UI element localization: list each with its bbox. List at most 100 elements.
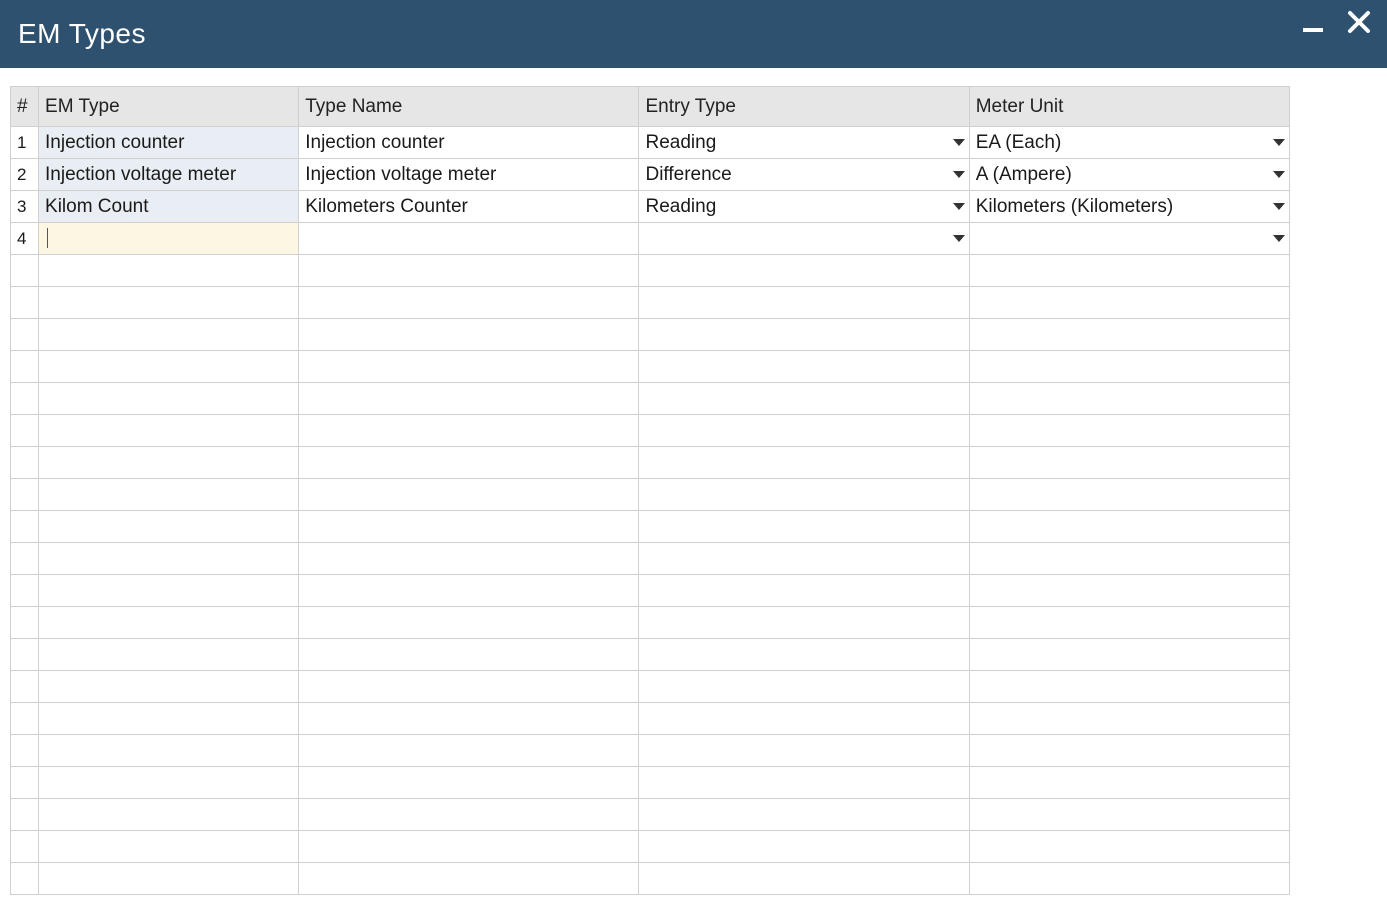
cell-entry-type[interactable]	[639, 415, 969, 447]
cell-entry-type[interactable]	[639, 447, 969, 479]
cell-em-type[interactable]	[39, 479, 299, 511]
cell-type-name[interactable]	[299, 447, 639, 479]
cell-meter-unit[interactable]	[969, 319, 1289, 351]
table-row[interactable]	[11, 383, 1290, 415]
cell-type-name[interactable]	[299, 703, 639, 735]
cell-em-type[interactable]	[39, 607, 299, 639]
cell-type-name[interactable]: Injection counter	[299, 127, 639, 159]
cell-meter-unit[interactable]	[969, 255, 1289, 287]
table-row[interactable]: 3Kilom CountKilometers CounterReadingKil…	[11, 191, 1290, 223]
table-row[interactable]	[11, 703, 1290, 735]
cell-em-type[interactable]	[39, 383, 299, 415]
table-row[interactable]	[11, 415, 1290, 447]
cell-entry-type[interactable]	[639, 511, 969, 543]
table-row[interactable]	[11, 671, 1290, 703]
cell-em-type[interactable]: Injection voltage meter	[39, 159, 299, 191]
table-row[interactable]: 4	[11, 223, 1290, 255]
cell-type-name[interactable]	[299, 543, 639, 575]
cell-type-name[interactable]	[299, 607, 639, 639]
table-row[interactable]	[11, 607, 1290, 639]
cell-entry-type[interactable]	[639, 223, 969, 255]
cell-meter-unit[interactable]	[969, 863, 1289, 895]
cell-type-name[interactable]	[299, 287, 639, 319]
cell-em-type[interactable]	[39, 447, 299, 479]
table-row[interactable]	[11, 447, 1290, 479]
cell-entry-type[interactable]	[639, 703, 969, 735]
cell-type-name[interactable]: Kilometers Counter	[299, 191, 639, 223]
col-header-meter-unit[interactable]: Meter Unit	[969, 87, 1289, 127]
cell-em-type[interactable]	[39, 703, 299, 735]
cell-meter-unit[interactable]	[969, 479, 1289, 511]
cell-entry-type[interactable]	[639, 831, 969, 863]
cell-meter-unit[interactable]	[969, 831, 1289, 863]
cell-entry-type[interactable]	[639, 863, 969, 895]
table-row[interactable]	[11, 255, 1290, 287]
col-header-entry-type[interactable]: Entry Type	[639, 87, 969, 127]
cell-type-name[interactable]	[299, 255, 639, 287]
cell-type-name[interactable]	[299, 415, 639, 447]
cell-meter-unit[interactable]: A (Ampere)	[969, 159, 1289, 191]
cell-entry-type[interactable]	[639, 287, 969, 319]
cell-meter-unit[interactable]	[969, 671, 1289, 703]
cell-meter-unit[interactable]	[969, 639, 1289, 671]
cell-meter-unit[interactable]	[969, 447, 1289, 479]
cell-entry-type[interactable]	[639, 575, 969, 607]
cell-meter-unit[interactable]: EA (Each)	[969, 127, 1289, 159]
cell-meter-unit[interactable]	[969, 415, 1289, 447]
table-row[interactable]	[11, 575, 1290, 607]
cell-type-name[interactable]	[299, 383, 639, 415]
cell-type-name[interactable]	[299, 799, 639, 831]
cell-entry-type[interactable]: Reading	[639, 127, 969, 159]
cell-type-name[interactable]	[299, 639, 639, 671]
cell-type-name[interactable]	[299, 479, 639, 511]
cell-meter-unit[interactable]	[969, 799, 1289, 831]
table-row[interactable]	[11, 319, 1290, 351]
cell-entry-type[interactable]	[639, 735, 969, 767]
cell-type-name[interactable]	[299, 223, 639, 255]
em-types-grid[interactable]: # EM Type Type Name Entry Type Meter Uni…	[10, 86, 1290, 895]
table-row[interactable]	[11, 767, 1290, 799]
col-header-num[interactable]: #	[11, 87, 39, 127]
cell-meter-unit[interactable]	[969, 767, 1289, 799]
table-row[interactable]	[11, 735, 1290, 767]
table-row[interactable]	[11, 351, 1290, 383]
cell-entry-type[interactable]: Difference	[639, 159, 969, 191]
cell-em-type[interactable]	[39, 575, 299, 607]
cell-em-type[interactable]	[39, 735, 299, 767]
table-row[interactable]	[11, 831, 1290, 863]
close-button[interactable]	[1345, 8, 1373, 36]
table-row[interactable]	[11, 511, 1290, 543]
cell-meter-unit[interactable]	[969, 543, 1289, 575]
cell-meter-unit[interactable]	[969, 607, 1289, 639]
cell-type-name[interactable]	[299, 671, 639, 703]
cell-em-type[interactable]: Injection counter	[39, 127, 299, 159]
cell-em-type[interactable]	[39, 863, 299, 895]
cell-type-name[interactable]	[299, 351, 639, 383]
cell-em-type[interactable]	[39, 767, 299, 799]
cell-type-name[interactable]	[299, 863, 639, 895]
cell-em-type[interactable]	[39, 831, 299, 863]
cell-entry-type[interactable]	[639, 543, 969, 575]
cell-entry-type[interactable]	[639, 639, 969, 671]
cell-em-type[interactable]	[39, 799, 299, 831]
cell-em-type[interactable]	[39, 639, 299, 671]
table-row[interactable]	[11, 543, 1290, 575]
cell-type-name[interactable]	[299, 831, 639, 863]
cell-type-name[interactable]	[299, 319, 639, 351]
cell-entry-type[interactable]	[639, 383, 969, 415]
cell-entry-type[interactable]	[639, 351, 969, 383]
table-row[interactable]	[11, 799, 1290, 831]
table-row[interactable]	[11, 863, 1290, 895]
cell-entry-type[interactable]	[639, 671, 969, 703]
cell-em-type[interactable]	[39, 671, 299, 703]
cell-em-type[interactable]	[39, 511, 299, 543]
cell-type-name[interactable]	[299, 575, 639, 607]
cell-entry-type[interactable]	[639, 479, 969, 511]
cell-meter-unit[interactable]: Kilometers (Kilometers)	[969, 191, 1289, 223]
cell-entry-type[interactable]	[639, 799, 969, 831]
cell-meter-unit[interactable]	[969, 351, 1289, 383]
minimize-button[interactable]	[1299, 8, 1327, 36]
cell-em-type[interactable]	[39, 319, 299, 351]
table-row[interactable]	[11, 639, 1290, 671]
cell-meter-unit[interactable]	[969, 575, 1289, 607]
